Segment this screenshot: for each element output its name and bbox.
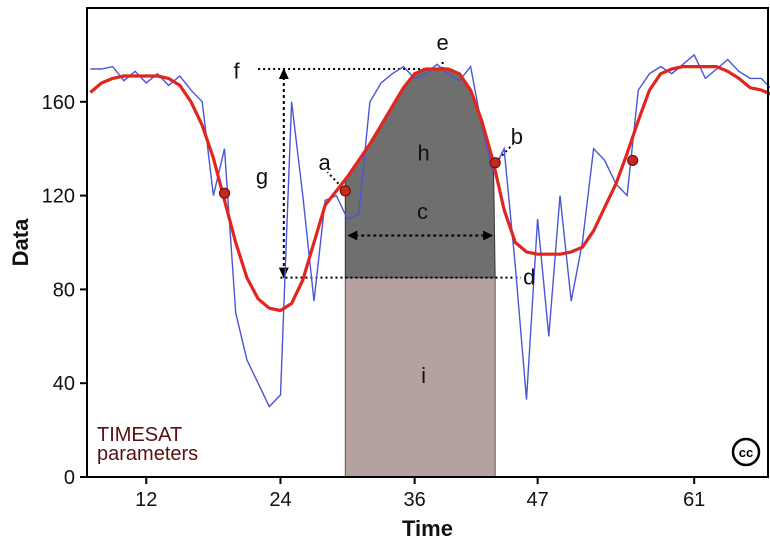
label-e: e [436,30,448,55]
y-tick-label: 80 [53,279,75,301]
y-tick-label: 160 [42,92,75,114]
note-line-1: TIMESAT [97,424,182,446]
x-tick-label: 47 [527,489,549,511]
cc-badge-text: cc [739,445,753,460]
x-axis-ticks: 12 24 36 47 61 [135,477,705,511]
guide-lines [258,58,521,279]
y-tick-label: 0 [64,467,75,489]
length-arrow-head-right [483,230,494,241]
label-g: g [256,164,268,189]
season-point-1 [218,187,231,199]
label-f: f [233,58,240,83]
cc-badge-circle [731,437,761,467]
label-d: d [523,265,535,290]
plot-border [86,7,769,478]
season-regions [344,68,496,478]
region-i-area [344,277,496,478]
label-a: a [318,150,331,175]
season-points [218,154,639,199]
x-axis-title: Time [402,516,453,541]
label-h: h [417,140,429,165]
length-arrow-head-left [347,230,358,241]
season-point-3 [489,157,501,169]
series-fitted-line [89,64,770,313]
y-axis-ticks: 0 40 80 120 160 [42,92,87,489]
plot-frame [86,7,769,478]
y-axis-title: Data [8,218,33,266]
parameter-labels: a b c d e f g h i [233,30,535,388]
label-b: b [511,124,523,149]
cc-license-icon: cc [731,437,761,467]
season-point-4 [627,154,639,167]
y-tick-label: 40 [53,373,75,395]
label-i: i [421,363,426,388]
y-tick-label: 120 [42,186,75,208]
x-tick-label: 24 [269,489,291,511]
amplitude-arrow-head-top [278,67,289,79]
series-layer [89,53,770,408]
leader-a [326,171,347,192]
amplitude-arrow-head-bottom [278,267,289,279]
x-tick-label: 61 [683,489,705,511]
season-point-2 [339,185,351,197]
leader-b [494,143,514,164]
note-line-2: parameters [97,443,198,465]
label-c: c [417,199,428,224]
x-tick-label: 36 [404,489,426,511]
x-tick-label: 12 [135,489,157,511]
